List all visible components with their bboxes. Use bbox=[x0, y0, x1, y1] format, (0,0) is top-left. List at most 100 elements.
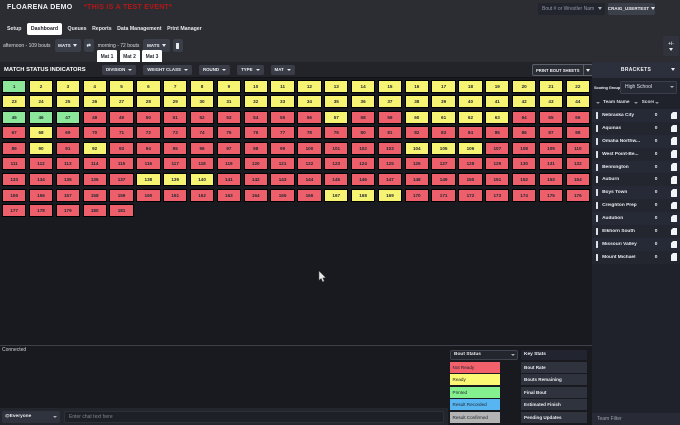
bout-cell-55[interactable]: 55 bbox=[270, 110, 295, 124]
document-icon[interactable] bbox=[671, 124, 677, 133]
bout-cell-42[interactable]: 42 bbox=[511, 95, 537, 109]
mat-toggle-mat-1[interactable]: Mat 1 bbox=[97, 50, 117, 63]
team-row[interactable]: Elkhorn South 0 bbox=[592, 225, 680, 238]
team-row[interactable]: Nebraska City 0 bbox=[592, 109, 680, 122]
team-row[interactable]: Mount Michael 0 bbox=[592, 250, 680, 264]
bout-cell-111[interactable]: 111 bbox=[2, 157, 27, 171]
bout-cell-151[interactable]: 151 bbox=[485, 173, 510, 187]
team-row[interactable]: Audubon 0 bbox=[592, 212, 680, 226]
bout-cell-122[interactable]: 122 bbox=[297, 157, 322, 171]
bout-cell-171[interactable]: 171 bbox=[431, 188, 456, 202]
bout-cell-173[interactable]: 173 bbox=[485, 188, 510, 202]
bout-cell-65[interactable]: 65 bbox=[538, 110, 564, 124]
bout-cell-31[interactable]: 31 bbox=[216, 95, 242, 109]
bout-cell-99[interactable]: 99 bbox=[270, 141, 295, 155]
bout-cell-56[interactable]: 56 bbox=[297, 110, 322, 124]
team-name-column-header[interactable]: Team Name bbox=[603, 100, 630, 105]
user-menu-button[interactable]: CRAIG_USERTEST bbox=[608, 2, 656, 15]
bout-cell-108[interactable]: 108 bbox=[511, 141, 537, 155]
bout-cell-30[interactable]: 30 bbox=[189, 95, 215, 109]
bout-cell-12[interactable]: 12 bbox=[297, 79, 322, 93]
team-filter-bar[interactable]: Team Filter bbox=[592, 413, 680, 425]
bout-cell-163[interactable]: 163 bbox=[216, 188, 242, 202]
bout-cell-160[interactable]: 160 bbox=[136, 188, 161, 202]
bout-cell-77[interactable]: 77 bbox=[270, 126, 295, 140]
bout-cell-142[interactable]: 142 bbox=[243, 173, 268, 187]
bout-cell-104[interactable]: 104 bbox=[404, 141, 429, 155]
document-icon[interactable] bbox=[671, 253, 677, 261]
bout-cell-131[interactable]: 131 bbox=[538, 157, 564, 171]
bout-cell-48[interactable]: 48 bbox=[82, 110, 107, 124]
bout-cell-107[interactable]: 107 bbox=[485, 141, 510, 155]
bout-cell-176[interactable]: 176 bbox=[565, 188, 590, 202]
bout-cell-62[interactable]: 62 bbox=[458, 110, 483, 124]
bout-cell-23[interactable]: 23 bbox=[2, 95, 27, 109]
filter-mat[interactable]: MAT bbox=[270, 64, 295, 75]
bout-cell-29[interactable]: 29 bbox=[163, 95, 188, 109]
bout-cell-64[interactable]: 64 bbox=[511, 110, 537, 124]
bout-cell-74[interactable]: 74 bbox=[189, 126, 215, 140]
bout-cell-138[interactable]: 138 bbox=[136, 173, 161, 187]
document-icon[interactable] bbox=[671, 137, 677, 145]
bout-cell-101[interactable]: 101 bbox=[324, 141, 349, 155]
bout-cell-135[interactable]: 135 bbox=[55, 173, 81, 187]
bout-cell-144[interactable]: 144 bbox=[297, 173, 322, 187]
mat-toggle-mat-2[interactable]: Mat 2 bbox=[119, 50, 140, 63]
bout-cell-103[interactable]: 103 bbox=[377, 141, 403, 155]
bout-cell-141[interactable]: 141 bbox=[216, 173, 242, 187]
bout-cell-83[interactable]: 83 bbox=[431, 126, 456, 140]
bout-cell-132[interactable]: 132 bbox=[565, 157, 590, 171]
bout-cell-133[interactable]: 133 bbox=[2, 173, 27, 187]
bout-cell-10[interactable]: 10 bbox=[243, 79, 268, 93]
collapse-session-button[interactable] bbox=[172, 39, 183, 52]
bout-cell-115[interactable]: 115 bbox=[109, 157, 134, 171]
document-icon[interactable] bbox=[671, 201, 677, 210]
bout-cell-22[interactable]: 22 bbox=[565, 79, 590, 93]
bout-cell-38[interactable]: 38 bbox=[404, 95, 429, 109]
bout-cell-3[interactable]: 3 bbox=[55, 79, 81, 93]
bout-cell-2[interactable]: 2 bbox=[28, 79, 54, 93]
bout-cell-117[interactable]: 117 bbox=[163, 157, 188, 171]
bout-cell-49[interactable]: 49 bbox=[109, 110, 134, 124]
bout-cell-130[interactable]: 130 bbox=[511, 157, 537, 171]
team-row[interactable]: Creighton Prep 0 bbox=[592, 199, 680, 213]
bout-cell-15[interactable]: 15 bbox=[377, 79, 403, 93]
document-icon[interactable] bbox=[671, 150, 677, 158]
bout-cell-7[interactable]: 7 bbox=[163, 79, 188, 93]
bout-cell-1[interactable]: 1 bbox=[2, 79, 27, 93]
bout-cell-96[interactable]: 96 bbox=[189, 141, 215, 155]
tab-reports[interactable]: Reports bbox=[92, 25, 112, 32]
bout-cell-76[interactable]: 76 bbox=[243, 126, 268, 140]
bout-cell-51[interactable]: 51 bbox=[163, 110, 188, 124]
bout-cell-136[interactable]: 136 bbox=[82, 173, 107, 187]
bout-cell-134[interactable]: 134 bbox=[28, 173, 54, 187]
bout-cell-21[interactable]: 21 bbox=[538, 79, 564, 93]
bout-cell-8[interactable]: 8 bbox=[189, 79, 215, 93]
bout-cell-46[interactable]: 46 bbox=[28, 110, 54, 124]
bout-cell-181[interactable]: 181 bbox=[109, 204, 134, 218]
bout-cell-180[interactable]: 180 bbox=[82, 204, 107, 218]
bout-cell-114[interactable]: 114 bbox=[82, 157, 107, 171]
document-icon[interactable] bbox=[671, 163, 677, 171]
bout-cell-35[interactable]: 35 bbox=[324, 95, 349, 109]
bout-cell-177[interactable]: 177 bbox=[2, 204, 27, 218]
bout-cell-150[interactable]: 150 bbox=[458, 173, 483, 187]
bout-search-select[interactable]: Bout # or Wrestler Nam bbox=[538, 2, 605, 15]
bout-cell-139[interactable]: 139 bbox=[163, 173, 188, 187]
bout-cell-125[interactable]: 125 bbox=[377, 157, 403, 171]
bout-cell-91[interactable]: 91 bbox=[55, 141, 81, 155]
bout-cell-61[interactable]: 61 bbox=[431, 110, 456, 124]
bout-cell-19[interactable]: 19 bbox=[485, 79, 510, 93]
tab-print-manager[interactable]: Print Manager bbox=[167, 25, 202, 32]
bout-cell-166[interactable]: 166 bbox=[297, 188, 322, 202]
bout-cell-87[interactable]: 87 bbox=[538, 126, 564, 140]
bout-cell-63[interactable]: 63 bbox=[485, 110, 510, 124]
bout-cell-57[interactable]: 57 bbox=[324, 110, 349, 124]
bout-cell-60[interactable]: 60 bbox=[404, 110, 429, 124]
bout-cell-98[interactable]: 98 bbox=[243, 141, 268, 155]
bout-cell-18[interactable]: 18 bbox=[458, 79, 483, 93]
bout-cell-44[interactable]: 44 bbox=[565, 95, 590, 109]
bout-cell-94[interactable]: 94 bbox=[136, 141, 161, 155]
bout-cell-37[interactable]: 37 bbox=[377, 95, 403, 109]
bout-cell-161[interactable]: 161 bbox=[163, 188, 188, 202]
